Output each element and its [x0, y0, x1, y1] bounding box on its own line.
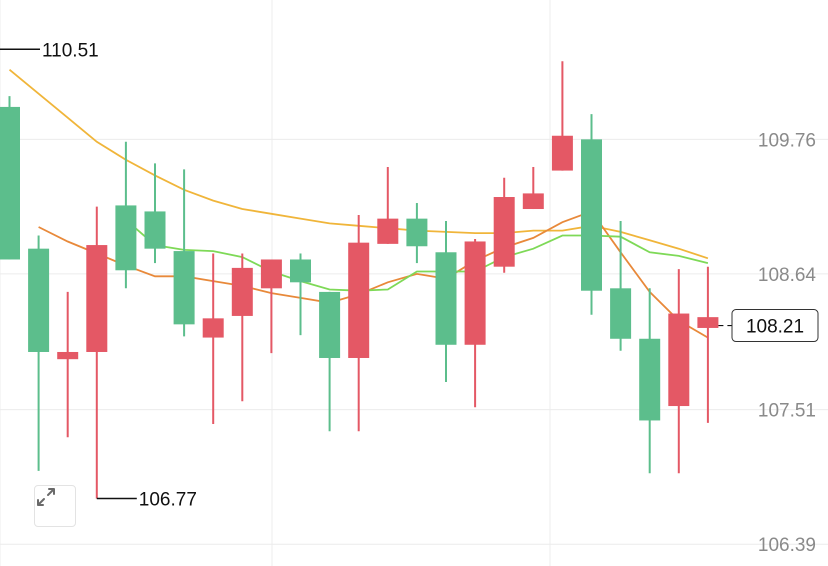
moving-average-line: [125, 219, 709, 292]
y-tick-label: 107.51: [758, 401, 816, 422]
candle-body: [551, 135, 573, 171]
candle-body: [639, 338, 661, 421]
candle-body: [144, 211, 166, 249]
candle-body: [406, 218, 428, 247]
candle-body: [260, 259, 282, 289]
last-price-label: 108.21: [746, 317, 804, 338]
candle-body: [57, 351, 79, 360]
candle-body: [377, 218, 399, 244]
y-tick-label: 106.39: [758, 535, 816, 556]
y-axis: 106.39 107.51 108.64 109.76: [758, 130, 817, 556]
candle-body: [522, 193, 544, 210]
expand-button[interactable]: [34, 485, 76, 527]
candle-body: [231, 267, 253, 316]
candle-body: [668, 313, 690, 407]
candle-body: [697, 317, 719, 328]
last-price-box: [731, 309, 819, 343]
low-marker-label: 106.77: [139, 490, 197, 511]
expand-arrows-icon: [37, 488, 55, 506]
candle-body: [86, 245, 108, 352]
candle-body: [581, 139, 602, 291]
candle-body: [610, 288, 632, 339]
y-tick-label: 109.76: [758, 130, 816, 151]
candle-body: [115, 205, 137, 271]
candle-body: [0, 106, 20, 260]
candle-body: [319, 291, 341, 358]
candle-body: [493, 197, 515, 267]
candle-body: [28, 248, 50, 352]
candle-body: [348, 242, 370, 358]
candle-body: [290, 259, 311, 283]
y-tick-label: 108.64: [758, 265, 817, 286]
candle-body: [435, 252, 457, 345]
candle-body: [202, 318, 224, 338]
high-marker-label: 110.51: [42, 40, 99, 61]
price-markers: 110.51 106.77 108.21: [0, 40, 819, 511]
candles: [0, 61, 719, 499]
candle-body: [464, 241, 486, 345]
candle-body: [173, 251, 195, 325]
